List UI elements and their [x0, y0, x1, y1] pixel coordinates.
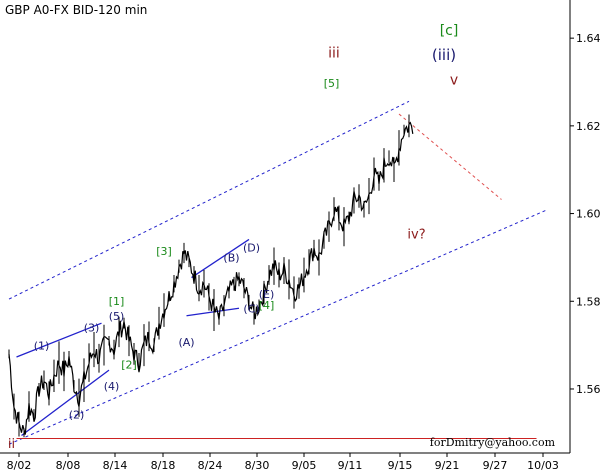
wave-label: (5): [109, 310, 125, 323]
trend-line: [16, 322, 102, 358]
y-tick-label: 1.56: [576, 383, 601, 396]
y-tick-label: 1.60: [576, 208, 601, 221]
y-tick-label: 1.58: [576, 295, 601, 308]
x-axis-ticks: 8/02 8/08 8/14 8/18 8/24 8/30 9/05 9/11 9/15 9/21…: [7, 453, 559, 472]
x-tick-label: 9/11: [338, 459, 363, 472]
x-tick-label: 8/14: [103, 459, 128, 472]
x-tick-label: 9/15: [388, 459, 413, 472]
wave-label: [c]: [440, 23, 459, 39]
channel-line: [8, 209, 547, 445]
price-line: [8, 121, 414, 435]
wave-label: [1]: [109, 295, 125, 308]
x-tick-label: 8/30: [245, 459, 270, 472]
x-tick-label: 8/02: [7, 459, 32, 472]
wave-label: iii: [328, 45, 340, 61]
wave-label: [2]: [121, 358, 137, 371]
chart-title: GBP A0-FX BID-120 min: [5, 3, 147, 17]
wave-label: (E): [259, 288, 275, 301]
x-tick-label: 9/05: [292, 459, 317, 472]
y-axis-ticks: 1.56 1.58 1.60 1.62 1.64: [570, 32, 601, 396]
wave-label: [5]: [324, 77, 340, 90]
x-tick-label: 8/24: [198, 459, 223, 472]
wave-labels: ii (1) (2) (3) (4) (5) [1] [2] [3] (A) (B) (C) (D) (E…: [8, 23, 458, 452]
wave-label: iv?: [407, 228, 425, 243]
overlay-lines: [8, 100, 547, 445]
axes: [0, 0, 571, 454]
trend-line: [186, 307, 240, 317]
wave-label: (1): [34, 340, 50, 353]
x-tick-label: 9/21: [435, 459, 460, 472]
wave-label: (iii): [432, 46, 456, 64]
trend-line: [21, 369, 110, 436]
x-tick-label: 10/03: [527, 459, 559, 472]
trend-line: [191, 238, 250, 279]
wave-label: ii: [8, 437, 15, 452]
wave-label: (2): [69, 408, 85, 421]
y-tick-label: 1.64: [576, 32, 601, 45]
wave-label: [3]: [156, 245, 172, 258]
projection-line: [398, 113, 502, 200]
wave-label: (B): [223, 251, 239, 264]
price-series: [8, 114, 414, 438]
x-tick-label: 8/08: [56, 459, 81, 472]
wave-label: (D): [243, 241, 260, 254]
watermark-text: forDmitry@yahoo.com: [430, 436, 556, 449]
x-tick-label: 8/18: [151, 459, 176, 472]
wave-label: (A): [178, 336, 194, 349]
y-tick-label: 1.62: [576, 120, 601, 133]
x-tick-label: 9/27: [483, 459, 508, 472]
wave-label: v: [450, 73, 458, 89]
wave-label: (3): [84, 322, 100, 335]
channel-line: [8, 100, 410, 300]
wave-label: (C): [243, 303, 259, 316]
wave-label: [4]: [259, 299, 275, 312]
wave-label: (4): [104, 380, 120, 393]
